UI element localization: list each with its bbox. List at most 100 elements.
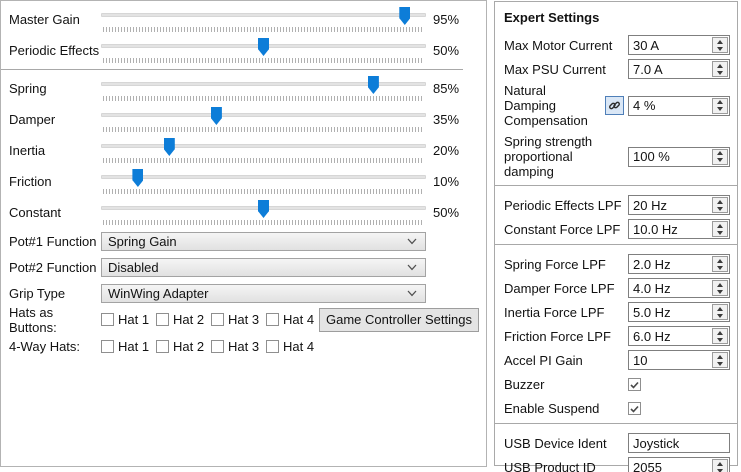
- hat2-button-checkbox[interactable]: Hat 2: [156, 312, 211, 327]
- periodic-effects-slider[interactable]: [101, 37, 426, 64]
- slider-handle[interactable]: [367, 76, 379, 94]
- link-toggle-button[interactable]: [605, 96, 624, 115]
- triangle-down-icon[interactable]: [717, 313, 723, 318]
- checkbox[interactable]: [156, 340, 169, 353]
- slider-groove[interactable]: [101, 113, 426, 117]
- spinner-buttons[interactable]: [712, 256, 728, 272]
- checkbox[interactable]: [266, 313, 279, 326]
- master-gain-slider[interactable]: [101, 6, 426, 33]
- checkbox[interactable]: [211, 313, 224, 326]
- slider-groove[interactable]: [101, 144, 426, 148]
- game-controller-settings-button[interactable]: Game Controller Settings: [319, 307, 479, 332]
- checkbox[interactable]: [101, 313, 114, 326]
- triangle-down-icon[interactable]: [717, 230, 723, 235]
- spinner-buttons[interactable]: [712, 328, 728, 344]
- spinner-buttons[interactable]: [712, 197, 728, 213]
- triangle-down-icon[interactable]: [717, 337, 723, 342]
- 4way-hat3-checkbox[interactable]: Hat 3: [211, 339, 266, 354]
- slider-handle[interactable]: [258, 200, 269, 218]
- spinbox-value[interactable]: 10.0 Hz: [633, 221, 678, 237]
- triangle-down-icon[interactable]: [717, 70, 723, 75]
- hat3-button-checkbox[interactable]: Hat 3: [211, 312, 266, 327]
- triangle-down-icon[interactable]: [717, 46, 723, 51]
- spinbox-value[interactable]: 4 %: [633, 98, 656, 113]
- periodic-effects-lpf-spinbox[interactable]: 20 Hz: [628, 195, 730, 215]
- slider-handle[interactable]: [399, 7, 411, 25]
- constant-force-lpf-spinbox[interactable]: 10.0 Hz: [628, 219, 730, 239]
- spring-slider[interactable]: [101, 75, 426, 102]
- max-motor-current-spinbox[interactable]: 30 A: [628, 35, 730, 55]
- spinner-buttons[interactable]: [712, 37, 728, 53]
- spinner-buttons[interactable]: [712, 61, 728, 77]
- inertia-slider[interactable]: [101, 137, 426, 164]
- spinbox-value[interactable]: 4.0 Hz: [633, 280, 671, 296]
- triangle-up-icon[interactable]: [717, 282, 723, 287]
- triangle-up-icon[interactable]: [717, 330, 723, 335]
- pot2-function-select[interactable]: Disabled: [101, 257, 426, 277]
- triangle-up-icon[interactable]: [717, 63, 723, 68]
- spinbox-value[interactable]: 6.0 Hz: [633, 328, 671, 344]
- triangle-up-icon[interactable]: [717, 199, 723, 204]
- slider-handle[interactable]: [258, 38, 269, 56]
- spinner-buttons[interactable]: [712, 304, 728, 320]
- spinbox-value[interactable]: 10: [633, 352, 648, 368]
- spinner-buttons[interactable]: [712, 280, 728, 296]
- triangle-up-icon[interactable]: [717, 461, 723, 466]
- spinner-buttons[interactable]: [712, 221, 728, 237]
- triangle-down-icon[interactable]: [717, 107, 723, 111]
- buzzer-checkbox[interactable]: [628, 378, 641, 391]
- hat4-button-checkbox[interactable]: Hat 4: [266, 312, 321, 327]
- slider-groove[interactable]: [101, 175, 426, 179]
- pot1-function-select[interactable]: Spring Gain: [101, 231, 426, 251]
- triangle-down-icon[interactable]: [717, 265, 723, 270]
- triangle-up-icon[interactable]: [717, 39, 723, 44]
- triangle-up-icon[interactable]: [717, 354, 723, 359]
- natural-damping-spinbox[interactable]: 4 %: [628, 95, 730, 116]
- slider-handle[interactable]: [163, 138, 175, 156]
- triangle-down-icon[interactable]: [717, 158, 723, 162]
- spinner-buttons[interactable]: [712, 148, 728, 165]
- checkbox[interactable]: [211, 340, 224, 353]
- spinbox-value[interactable]: 5.0 Hz: [633, 304, 671, 320]
- spring-force-lpf-spinbox[interactable]: 2.0 Hz: [628, 254, 730, 274]
- spinner-buttons[interactable]: [712, 459, 728, 472]
- 4way-hat1-checkbox[interactable]: Hat 1: [101, 339, 156, 354]
- checkbox[interactable]: [156, 313, 169, 326]
- spinner-buttons[interactable]: [712, 352, 728, 368]
- spinbox-value[interactable]: 30 A: [633, 37, 660, 53]
- inertia-force-lpf-spinbox[interactable]: 5.0 Hz: [628, 302, 730, 322]
- constant-slider[interactable]: [101, 199, 426, 226]
- triangle-down-icon[interactable]: [717, 289, 723, 294]
- usb-product-id-spinbox[interactable]: 2055: [628, 457, 730, 472]
- spinbox-value[interactable]: 2.0 Hz: [633, 256, 671, 272]
- enable-suspend-checkbox[interactable]: [628, 402, 641, 415]
- slider-groove[interactable]: [101, 82, 426, 86]
- spinbox-value[interactable]: 2055: [633, 459, 662, 472]
- slider-handle[interactable]: [210, 107, 222, 125]
- spinbox-value[interactable]: 20 Hz: [633, 197, 667, 213]
- checkbox[interactable]: [266, 340, 279, 353]
- friction-slider[interactable]: [101, 168, 426, 195]
- spinbox-value[interactable]: 100 %: [633, 149, 670, 164]
- accel-pi-gain-spinbox[interactable]: 10: [628, 350, 730, 370]
- triangle-down-icon[interactable]: [717, 361, 723, 366]
- damper-force-lpf-spinbox[interactable]: 4.0 Hz: [628, 278, 730, 298]
- checkbox[interactable]: [101, 340, 114, 353]
- friction-force-lpf-spinbox[interactable]: 6.0 Hz: [628, 326, 730, 346]
- spinbox-value[interactable]: 7.0 A: [633, 61, 663, 77]
- 4way-hat2-checkbox[interactable]: Hat 2: [156, 339, 211, 354]
- spinner-buttons[interactable]: [712, 97, 728, 114]
- text-field-value[interactable]: Joystick: [633, 435, 680, 451]
- triangle-down-icon[interactable]: [717, 468, 723, 472]
- triangle-up-icon[interactable]: [717, 151, 723, 155]
- slider-groove[interactable]: [101, 13, 426, 17]
- hat1-button-checkbox[interactable]: Hat 1: [101, 312, 156, 327]
- max-psu-current-spinbox[interactable]: 7.0 A: [628, 59, 730, 79]
- spring-strength-damping-spinbox[interactable]: 100 %: [628, 146, 730, 167]
- triangle-up-icon[interactable]: [717, 258, 723, 263]
- grip-type-select[interactable]: WinWing Adapter: [101, 283, 426, 303]
- slider-handle[interactable]: [132, 169, 144, 187]
- 4way-hat4-checkbox[interactable]: Hat 4: [266, 339, 321, 354]
- triangle-up-icon[interactable]: [717, 100, 723, 104]
- damper-slider[interactable]: [101, 106, 426, 133]
